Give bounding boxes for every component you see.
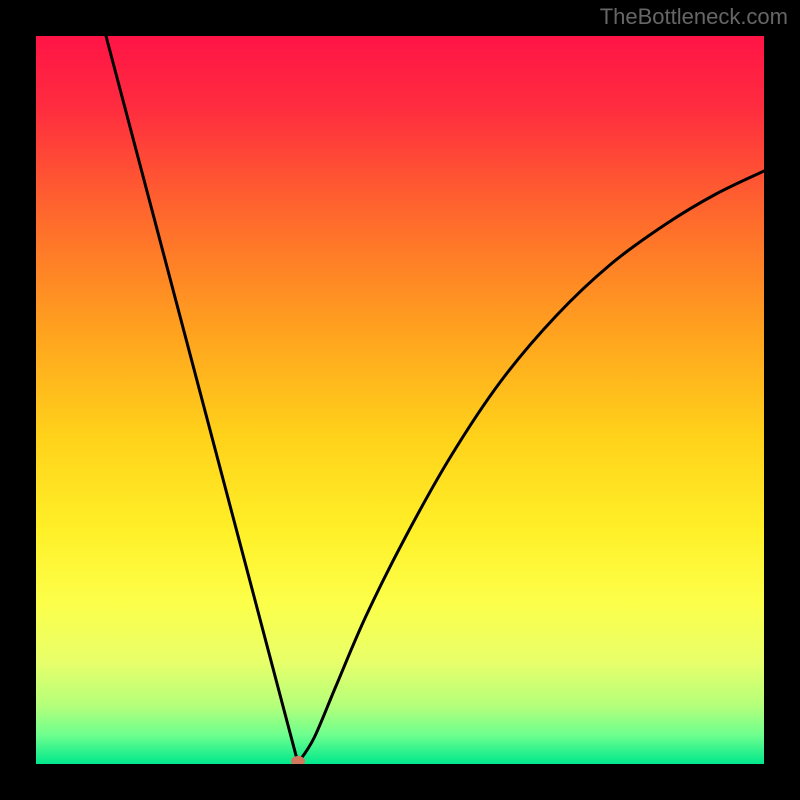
optimal-marker	[291, 756, 305, 764]
curve-layer	[36, 36, 764, 764]
plot-area	[36, 36, 764, 764]
v-curve	[106, 36, 764, 763]
chart-canvas: TheBottleneck.com	[0, 0, 800, 800]
watermark-text: TheBottleneck.com	[600, 4, 788, 30]
